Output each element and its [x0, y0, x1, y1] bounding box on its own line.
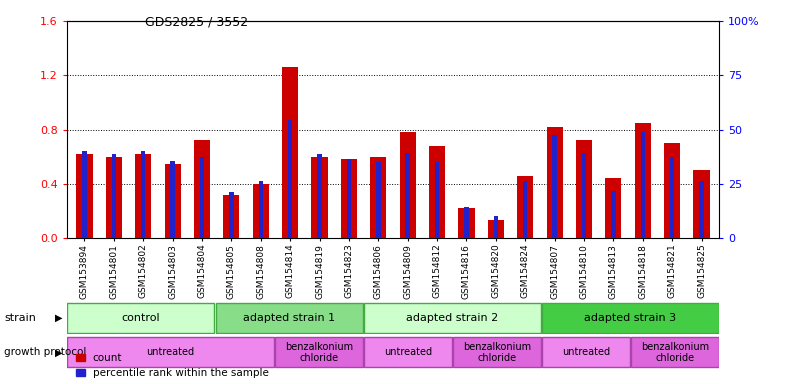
Bar [370, 157, 387, 238]
Bar [635, 123, 651, 238]
Text: growth protocol: growth protocol [4, 347, 86, 358]
Bar [465, 207, 468, 238]
Bar [406, 153, 410, 238]
Bar [453, 337, 541, 367]
Bar [494, 217, 498, 238]
Bar [171, 161, 174, 238]
Text: untreated: untreated [384, 347, 432, 358]
Text: control: control [122, 313, 160, 323]
Bar [347, 159, 351, 238]
Bar [194, 141, 210, 238]
Bar [693, 170, 710, 238]
Text: benzalkonium
chloride: benzalkonium chloride [285, 341, 353, 363]
Text: untreated: untreated [562, 347, 610, 358]
Bar [517, 176, 534, 238]
Bar [341, 159, 357, 238]
Text: benzalkonium
chloride: benzalkonium chloride [463, 341, 531, 363]
Bar [215, 303, 363, 333]
Text: GDS2825 / 3552: GDS2825 / 3552 [145, 15, 248, 28]
Bar [399, 132, 416, 238]
Bar [700, 181, 703, 238]
Bar [605, 179, 622, 238]
Bar [542, 337, 630, 367]
Bar [364, 337, 452, 367]
Bar [664, 143, 680, 238]
Bar [523, 181, 527, 238]
Legend: count, percentile rank within the sample: count, percentile rank within the sample [72, 349, 273, 382]
Bar [164, 164, 181, 238]
Bar [553, 135, 556, 238]
Bar [458, 208, 475, 238]
Bar [612, 190, 615, 238]
Bar [488, 220, 504, 238]
Bar [288, 120, 292, 238]
Bar [282, 67, 298, 238]
Bar [68, 303, 215, 333]
Bar [252, 184, 269, 238]
Bar [631, 337, 718, 367]
Bar [311, 157, 328, 238]
Bar [135, 154, 151, 238]
Text: ▶: ▶ [55, 313, 63, 323]
Text: benzalkonium
chloride: benzalkonium chloride [641, 341, 709, 363]
Bar [223, 195, 240, 238]
Bar [364, 303, 541, 333]
Bar [68, 337, 274, 367]
Text: adapted strain 1: adapted strain 1 [243, 313, 336, 323]
Bar [83, 151, 86, 238]
Bar [429, 146, 445, 238]
Bar [259, 181, 263, 238]
Bar [435, 162, 439, 238]
Bar [106, 157, 122, 238]
Bar [318, 154, 321, 238]
Bar [641, 132, 645, 238]
Bar [275, 337, 363, 367]
Bar [542, 303, 718, 333]
Bar [582, 153, 586, 238]
Bar [230, 192, 233, 238]
Bar [376, 162, 380, 238]
Text: strain: strain [4, 313, 36, 323]
Text: adapted strain 3: adapted strain 3 [584, 313, 676, 323]
Bar [141, 151, 145, 238]
Bar [576, 141, 592, 238]
Bar [546, 127, 563, 238]
Text: untreated: untreated [146, 347, 195, 358]
Text: adapted strain 2: adapted strain 2 [406, 313, 498, 323]
Text: ▶: ▶ [55, 347, 63, 358]
Bar [670, 157, 674, 238]
Bar [200, 157, 204, 238]
Bar [112, 154, 116, 238]
Bar [76, 154, 93, 238]
